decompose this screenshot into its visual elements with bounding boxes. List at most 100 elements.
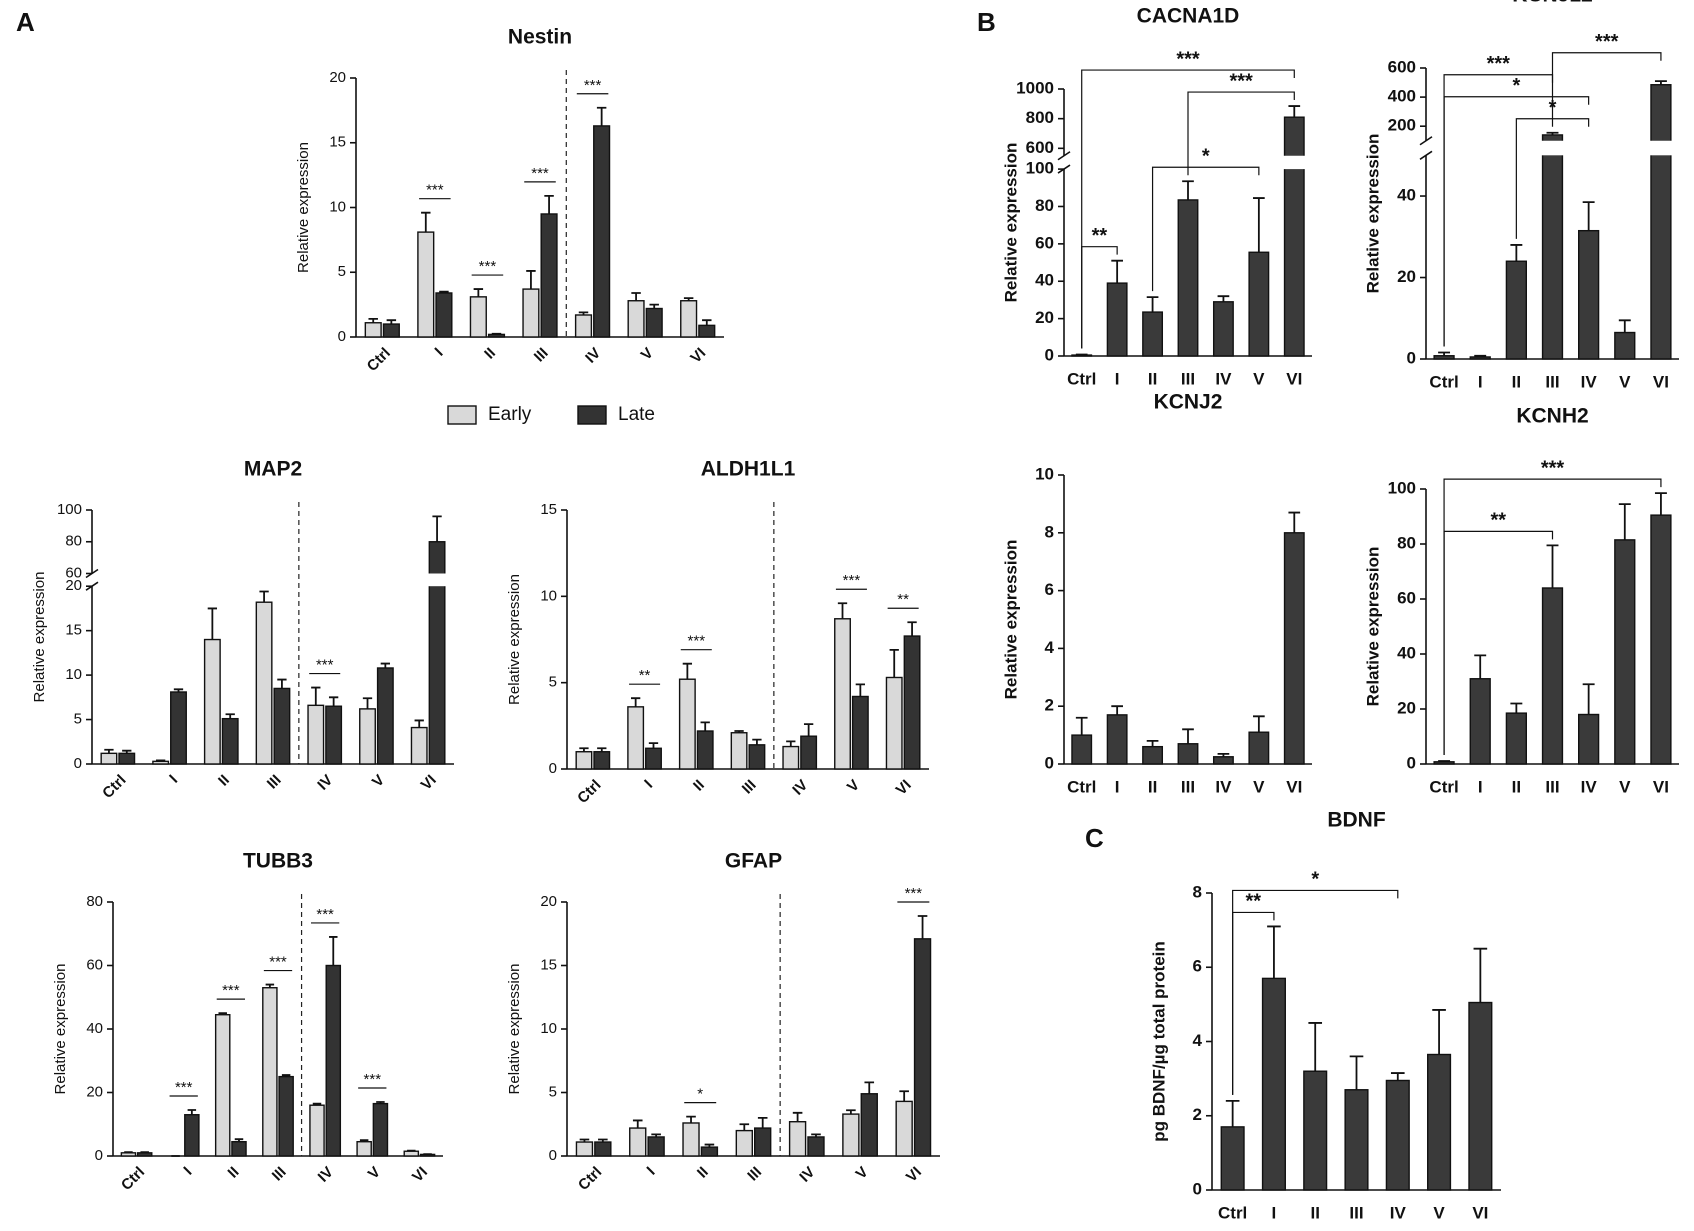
y-axis-label: Relative expression [295,142,312,273]
y-tick-label: 20 [1397,698,1416,717]
y-tick-label: 100 [1026,159,1054,178]
error-bar [328,696,339,707]
y-axis-label: Relative expression [506,574,523,705]
x-tick-label: III [269,1164,290,1185]
y-axis-label: Relative expression [1363,547,1382,707]
significance-bracket [1551,52,1662,127]
y-tick-label: 80 [1035,196,1054,215]
panel-label: A [16,7,35,37]
x-tick-label: IV [1215,369,1232,388]
bar [680,300,698,338]
error-bar [526,270,536,290]
error-bar [1253,715,1265,733]
x-tick-label: I [1478,372,1483,391]
bar-break [1648,140,1673,156]
bar [851,695,869,770]
error-bar [1253,197,1265,253]
bar [807,1136,825,1157]
significance-bracket [1081,69,1295,349]
error-bar [1618,503,1631,540]
error-bar [439,290,449,293]
x-tick-label: V [1619,777,1631,796]
bar [696,730,714,770]
axis-break [1419,150,1433,160]
error-bar [1217,295,1230,302]
x-tick-label: I [641,777,656,792]
x-tick-label: IV [315,1164,337,1186]
bar [1433,761,1455,765]
chart-title: BDNF [1327,809,1385,832]
significance-label: *** [426,182,444,199]
bar-break [1282,155,1307,170]
y-tick-label: 6 [1045,580,1054,599]
bar [356,1141,372,1157]
bar [593,125,611,338]
error-bar [1308,1022,1323,1072]
error-bar [1474,354,1487,357]
x-tick-label: VI [1653,372,1669,391]
error-bar [632,1119,643,1129]
y-axis-label: Relative expression [506,964,523,1095]
x-tick-label: IV [1390,1203,1407,1222]
error-bar [1288,105,1301,118]
bar [1578,713,1600,765]
bar [221,717,239,765]
y-tick-label: 15 [329,134,346,151]
x-tick-label: I [644,1164,659,1179]
error-bar [414,719,424,728]
x-tick-label: III [1181,777,1195,796]
error-bar [1182,728,1194,744]
bar [278,1075,294,1157]
x-tick-label: IV [314,772,336,794]
error-bar [1474,654,1487,679]
y-tick-label: 0 [338,328,346,345]
error-bar [207,607,218,640]
legend-label: Late [618,404,655,425]
bar [1614,331,1636,360]
bar [748,744,766,770]
bar [1106,714,1128,765]
bar [860,1093,878,1157]
y-tick-label: 10 [540,1020,557,1037]
y-tick-label: 40 [1397,643,1416,662]
error-bar [544,194,554,214]
x-tick-label: VI [893,777,915,799]
error-bar [907,621,917,637]
y-tick-label: 0 [1045,753,1054,772]
bar [540,213,558,338]
error-bar [578,311,589,315]
y-tick-label: 4 [1193,1031,1203,1050]
bar [645,747,662,770]
x-tick-label: II [1148,369,1157,388]
x-tick-label: II [1310,1203,1319,1222]
error-bar [1510,702,1523,714]
chart-title: KCNJ12 [1512,0,1593,7]
x-tick-label: II [1512,372,1521,391]
y-tick-label: 8 [1193,882,1202,901]
error-bar [173,688,184,692]
error-bar [1146,739,1159,747]
significance-label: *** [843,572,861,589]
bar [1283,116,1305,357]
error-bar [792,1111,803,1122]
x-tick-label: I [1272,1203,1277,1222]
chart-title: ALDH1L1 [701,458,796,481]
bar [262,987,278,1157]
x-tick-label: III [264,772,285,793]
significance-label: *** [688,633,706,650]
significance-bracket [1443,530,1554,755]
significance-label: * [1202,146,1210,168]
significance-label: ** [1490,510,1506,532]
error-bar [786,740,796,747]
error-bar [432,515,442,542]
y-tick-label: 80 [86,893,103,910]
x-tick-label: I [166,772,181,787]
x-tick-label: I [1115,777,1120,796]
bar [417,231,435,338]
y-tick-label: 8 [1045,522,1054,541]
error-bar [683,297,694,301]
y-tick-label: 10 [540,587,557,604]
error-bar [597,747,607,752]
x-tick-label: VI [409,1164,431,1186]
x-tick-label: III [744,1164,765,1185]
